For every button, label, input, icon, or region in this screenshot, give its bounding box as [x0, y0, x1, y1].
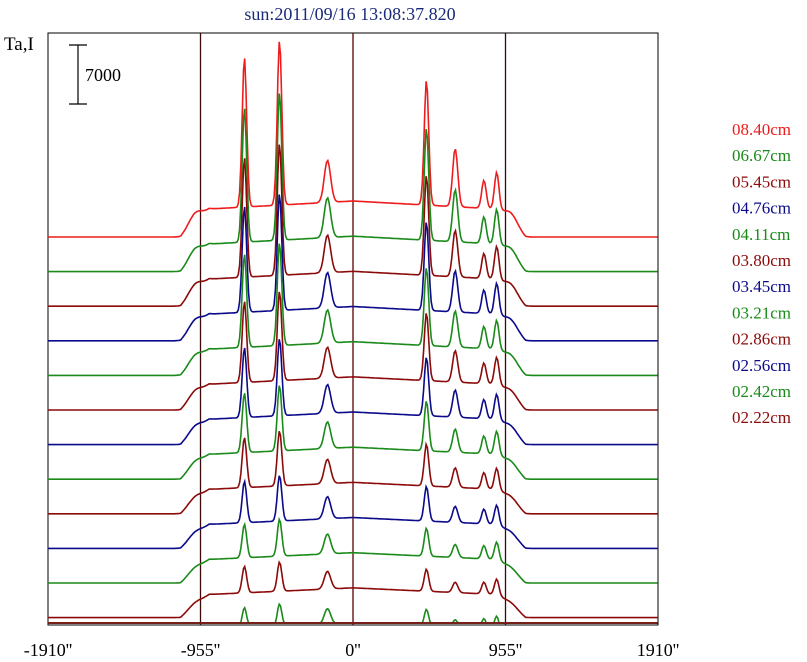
x-tick-label-4: 1910''	[637, 640, 680, 660]
legend-item-11: 02.22cm	[732, 408, 791, 427]
legend-item-8: 02.86cm	[732, 330, 791, 349]
legend-item-2: 05.45cm	[732, 172, 791, 191]
profile-curve-10	[48, 516, 658, 584]
legend-item-7: 03.21cm	[732, 303, 791, 322]
profile-curve-5	[48, 291, 658, 411]
profile-curve-6	[48, 339, 658, 446]
profile-curve-9	[48, 475, 658, 550]
y-axis-label: Ta,I	[4, 34, 34, 55]
spectral-profiles	[48, 41, 658, 624]
profile-curve-0	[48, 41, 658, 238]
legend-item-0: 08.40cm	[732, 120, 791, 139]
profile-curve-11	[48, 560, 658, 619]
legend-item-5: 03.80cm	[732, 251, 791, 270]
legend: 08.40cm 06.67cm 05.45cm 04.76cm 04.11cm 03.80…	[732, 120, 791, 427]
x-axis-ticks: -1910'' -955'' 0'' 955'' 1910''	[24, 640, 679, 660]
scale-bar-label: 7000	[85, 65, 121, 85]
x-tick-label-3: 955''	[489, 640, 523, 660]
legend-item-4: 04.11cm	[732, 225, 790, 244]
scale-bar: 7000	[69, 44, 121, 105]
profile-curve-2	[48, 144, 658, 307]
legend-item-10: 02.42cm	[732, 382, 791, 401]
legend-item-1: 06.67cm	[732, 146, 791, 165]
x-tick-label-1: -955''	[181, 640, 220, 660]
legend-item-9: 02.56cm	[732, 356, 791, 375]
profile-curve-4	[48, 243, 658, 377]
legend-item-6: 03.45cm	[732, 277, 791, 296]
chart-title: sun:2011/09/16 13:08:37.820	[244, 4, 456, 24]
profile-curve-1	[48, 93, 658, 273]
profile-curve-7	[48, 385, 658, 480]
profile-curve-8	[48, 430, 658, 515]
legend-item-3: 04.76cm	[732, 199, 791, 218]
x-tick-label-2: 0''	[345, 640, 361, 660]
x-tick-label-0: -1910''	[24, 640, 72, 660]
profile-curve-3	[48, 194, 658, 342]
vertical-reference-lines	[199, 33, 507, 625]
